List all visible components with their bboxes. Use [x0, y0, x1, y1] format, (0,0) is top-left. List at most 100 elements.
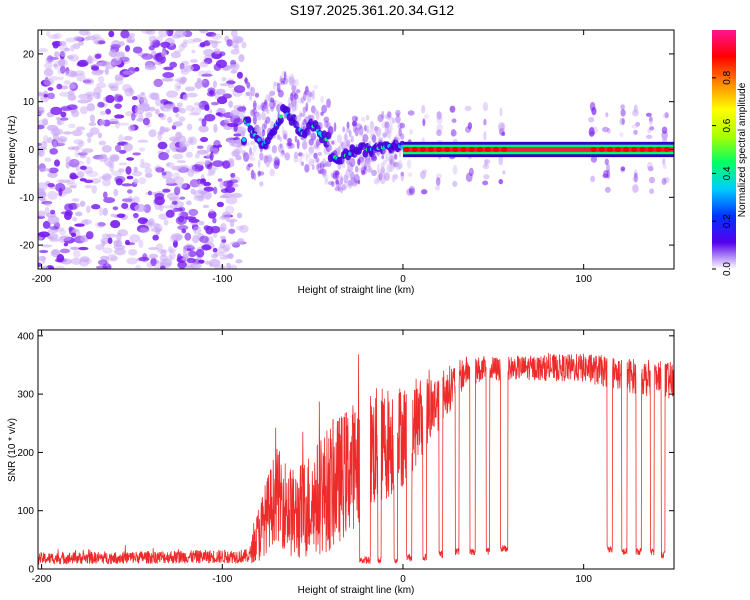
carrier-node [614, 147, 621, 152]
spectrogram-noise-blob [210, 101, 219, 106]
spectrogram-noise-blob [58, 187, 63, 197]
spectrogram-noise-blob [157, 141, 168, 150]
spectrogram-noise-blob [223, 118, 232, 124]
spectrogram-noise-blob [228, 100, 234, 108]
spectrogram-noise-blob [72, 43, 81, 50]
spectrogram-noise-blob [70, 257, 82, 265]
spectrogram-noise-blob [148, 35, 158, 42]
spectrogram-noise-blob [232, 192, 243, 199]
spectrogram-noise-blob [73, 159, 78, 164]
spectrogram-spread-blob [375, 126, 382, 137]
spectrogram-spread-blob [272, 99, 276, 107]
spectrogram-noise-blob [142, 117, 150, 126]
spectrogram-noise-blob [158, 152, 170, 161]
spectrogram-noise-blob [137, 217, 148, 225]
spectrogram-noise-blob [41, 244, 53, 248]
spectrogram-spread-blob [267, 154, 273, 164]
spectrogram-noise-blob [155, 228, 161, 235]
spectrogram-noise-blob [153, 222, 160, 229]
spectrogram-spread-blob [420, 189, 428, 195]
spectrogram-spread-blob [386, 163, 393, 173]
spectrogram-noise-blob [125, 242, 136, 246]
spectrogram-spread-blob [271, 145, 277, 154]
spectrogram-noise-blob [48, 34, 59, 40]
spectrogram-noise-blob [183, 64, 195, 72]
y-tick-label: 20 [23, 49, 35, 60]
spectrogram-noise-blob [140, 30, 153, 34]
x-tick-label: 0 [400, 274, 406, 285]
spectrogram-noise-blob [95, 62, 104, 67]
spectrogram-noise-blob [226, 39, 233, 47]
spectrogram-spread-blob [325, 143, 332, 153]
spectrogram-noise-blob [147, 190, 152, 196]
spectrogram-spread-blob [310, 132, 317, 141]
spectrogram-noise-blob [154, 61, 161, 65]
spectrogram-noise-blob [220, 222, 227, 232]
spectrogram-noise-blob [97, 259, 108, 266]
spectrogram-noise-blob [77, 99, 90, 104]
colorbar-label: Normalized spectral amplitude [737, 82, 748, 217]
spectrogram-spread-blob [311, 164, 315, 171]
spectrogram-spread-blob [500, 122, 506, 131]
spectrogram-spread-blob [269, 168, 275, 177]
spectrogram-spread-blob [264, 119, 268, 130]
spectrogram-spread-blob [633, 169, 638, 179]
spectrogram-spread-blob [381, 121, 389, 129]
spectrogram-noise-blob [206, 144, 214, 153]
spectrogram-noise-blob [177, 212, 182, 217]
spectrogram-noise-blob [76, 171, 85, 179]
spectrogram-spread-blob [619, 132, 624, 137]
spectrogram-spread-blob [323, 116, 330, 123]
colorbar-tick-label: 0.0 [722, 262, 733, 276]
spectrogram-spread-blob [325, 162, 328, 168]
spectrogram-noise-blob [145, 111, 153, 118]
spectrogram-spread-blob [347, 162, 354, 173]
spectrogram-noise-blob [228, 158, 235, 164]
spectrogram-noise-blob [94, 53, 102, 59]
spectrogram-noise-blob [160, 50, 167, 58]
spectrogram-spread-blob [246, 81, 251, 89]
spectrogram-noise-blob [186, 92, 198, 98]
spectrogram-noise-blob [176, 164, 188, 174]
spectrogram-spread-blob [350, 135, 354, 143]
snr-panel: -200 -100 0 100 0 100 200 300 400 Height of str… [7, 329, 675, 596]
spectrogram-noise-blob [60, 50, 66, 57]
spectrogram-noise-blob [98, 207, 104, 217]
spectrogram-noise-blob [186, 123, 193, 131]
spectrogram-spread-blob [243, 152, 250, 162]
spectrogram-spread-blob [288, 142, 295, 149]
spectrogram-spread-blob [398, 127, 402, 137]
spectrogram-noise-blob [131, 96, 138, 101]
spectrogram-noise-blob [237, 110, 243, 118]
spectrogram-noise-blob [73, 139, 84, 145]
spectrogram-spread-blob [498, 178, 504, 185]
spectrogram-noise-blob [47, 171, 58, 178]
spectrogram-spread-blob [385, 126, 390, 135]
spectrogram-noise-blob [178, 116, 186, 122]
spectrogram-spread-blob [588, 126, 595, 137]
spectrogram-noise-blob [69, 185, 77, 189]
spectrogram-spread-blob [664, 112, 669, 119]
spectrogram-spread-blob [264, 99, 268, 107]
spectrogram-noise-blob [212, 217, 217, 224]
spectrogram-noise-blob [174, 30, 187, 38]
colorbar-tick-label: 0.6 [722, 118, 733, 132]
colorbar-ticks: 0.0 0.2 0.4 0.6 0.8 [712, 70, 733, 276]
spectrogram-spread-blob [324, 120, 329, 128]
spectrogram-spread-blob [312, 158, 319, 164]
spectrogram-noise-blob [233, 85, 246, 94]
spectrogram-noise-blob [95, 221, 106, 229]
spectrogram-noise-blob [70, 232, 77, 238]
spectrogram-noise-blob [117, 229, 129, 237]
spectrogram-noise-blob [214, 91, 220, 100]
spectrogram-spread-blob [283, 71, 287, 81]
spectrogram-noise-blob [172, 172, 180, 180]
spectrogram-noise-blob [185, 86, 196, 92]
colorbar: 0.0 0.2 0.4 0.6 0.8 Normalized spectral ampl… [712, 30, 748, 276]
spectrogram-noise-blob [86, 156, 91, 165]
spectrogram-spread-blob [345, 168, 351, 179]
spectrogram-noise-blob [183, 39, 189, 45]
spectrogram-spread-blob [293, 151, 299, 160]
spectrogram-noise-blob [123, 143, 133, 152]
spectrogram-noise-blob [38, 106, 45, 116]
